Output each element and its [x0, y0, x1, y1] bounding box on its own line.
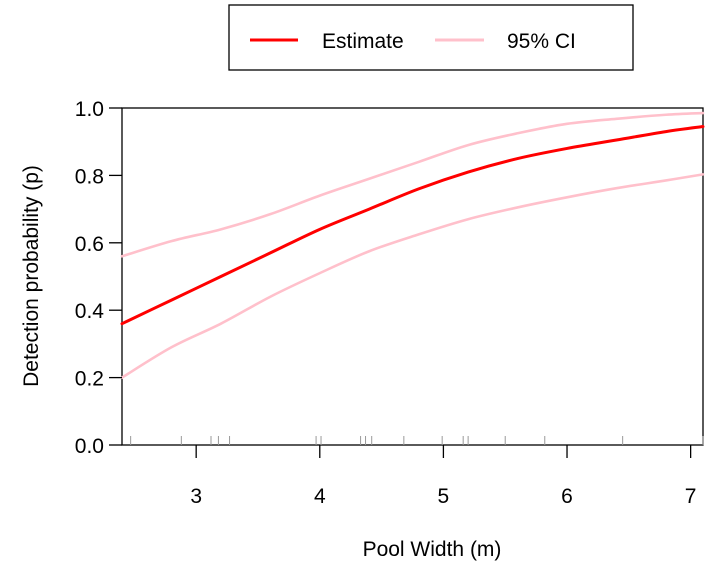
legend: Estimate 95% CI [228, 4, 634, 71]
x-tick-label: 7 [685, 485, 697, 508]
plot-frame [121, 107, 704, 446]
legend-label-estimate: Estimate [322, 30, 404, 53]
series-ci-upper-line [120, 111, 705, 258]
rug-layer [130, 436, 704, 445]
series-estimate-line [120, 125, 705, 326]
y-tick-label: 0.0 [75, 435, 104, 458]
x-tick-label: 4 [314, 485, 326, 508]
y-tick-label: 0.6 [75, 233, 104, 256]
x-axis-title: Pool Width (m) [363, 538, 502, 561]
y-tick-label: 0.4 [75, 300, 105, 323]
y-tick-label: 1.0 [75, 98, 104, 121]
x-tick-label: 5 [438, 485, 450, 508]
x-axis: 3 4 5 6 7 [190, 445, 696, 508]
x-tick-label: 6 [561, 485, 573, 508]
series-layer [120, 111, 705, 379]
legend-box [228, 4, 634, 71]
legend-label-ci: 95% CI [507, 30, 576, 53]
y-axis-title: Detection probability (p) [20, 165, 43, 387]
y-tick-label: 0.2 [75, 368, 104, 391]
x-tick-label: 3 [190, 485, 202, 508]
y-axis: 0.0 0.2 0.4 0.6 0.8 1.0 [75, 98, 122, 458]
y-tick-label: 0.8 [75, 165, 104, 188]
series-ci-lower-line [120, 173, 705, 379]
